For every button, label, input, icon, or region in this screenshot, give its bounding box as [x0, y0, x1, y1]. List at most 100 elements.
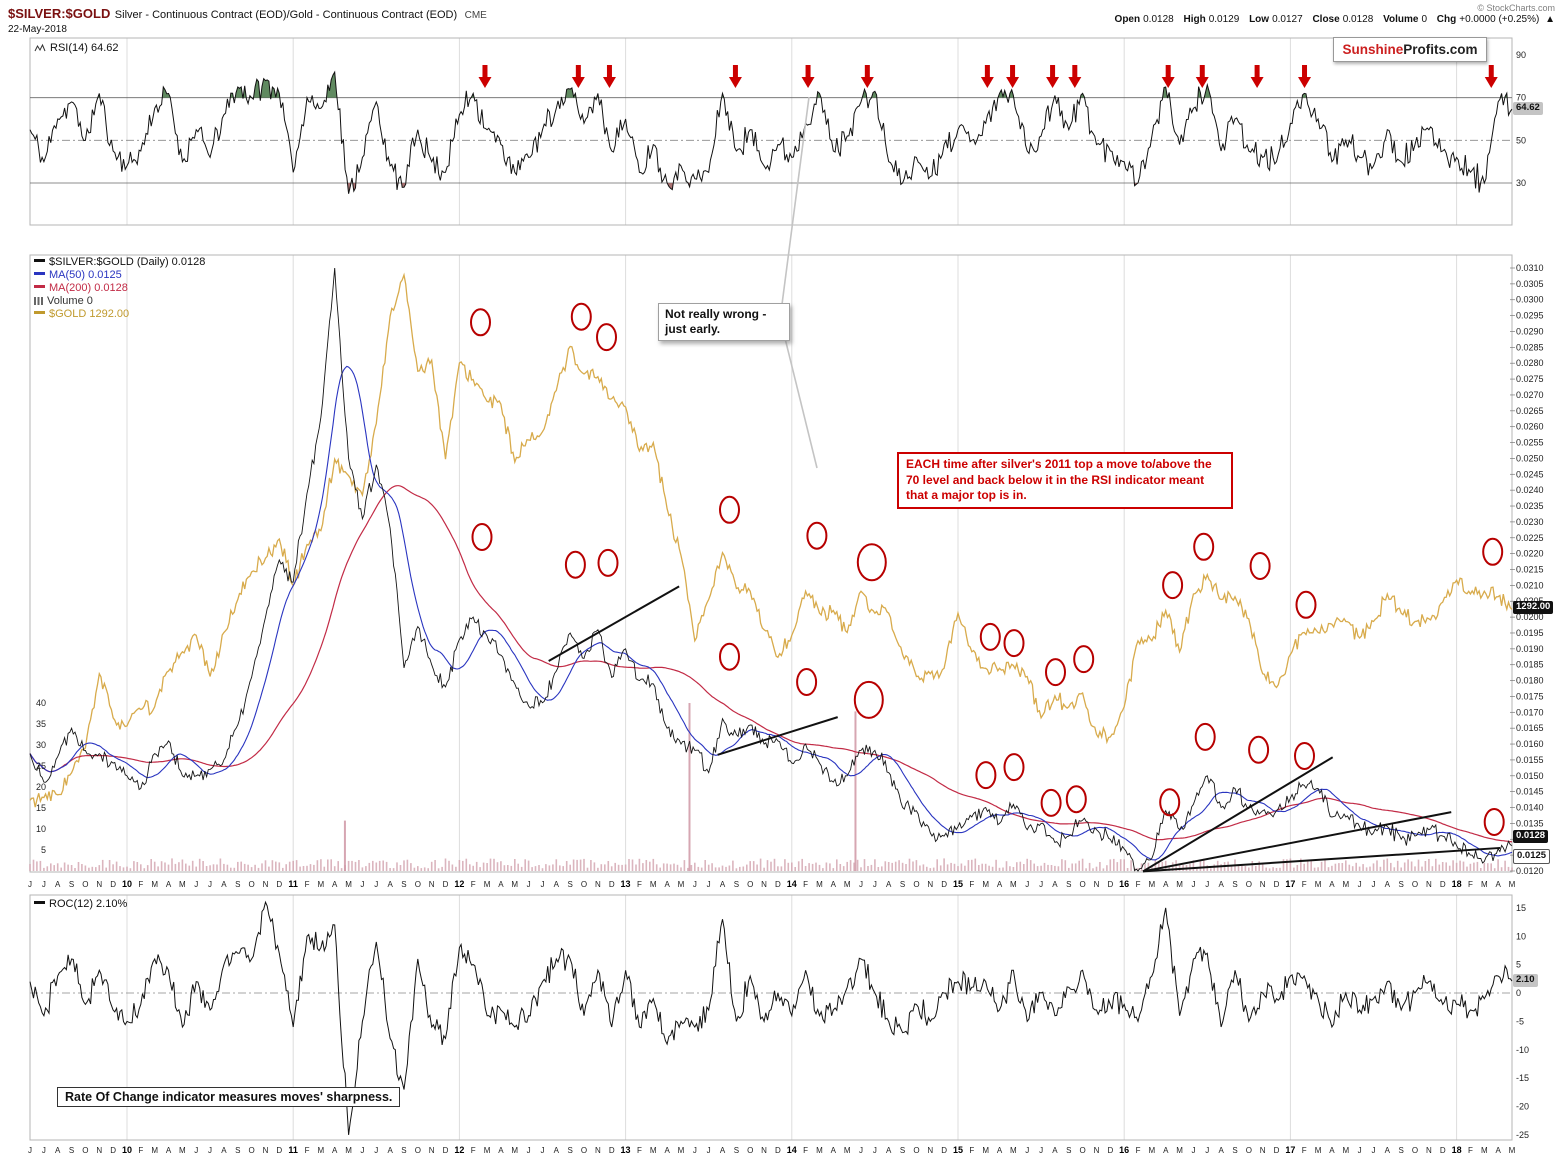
volume-bar	[1396, 860, 1399, 871]
trend-line	[1142, 846, 1501, 873]
axis-tick-label: F	[1302, 880, 1307, 889]
top-circle-annotation	[1162, 571, 1184, 600]
volume-bar	[313, 864, 315, 871]
axis-tick-label: N	[1094, 880, 1100, 889]
volume-bar	[1043, 862, 1046, 871]
top-circle-annotation	[719, 495, 740, 524]
volume-bar	[704, 860, 706, 871]
volume-bar	[628, 859, 630, 871]
axis-tick-label: A	[554, 880, 560, 889]
axis-tick-label: A	[664, 880, 670, 889]
volume-bar	[237, 861, 239, 871]
volume-bar	[777, 866, 779, 871]
axis-tick-label: 40	[36, 698, 46, 708]
volume-bar	[254, 864, 256, 871]
trend-line	[1142, 756, 1334, 873]
axis-tick-label: A	[886, 1146, 892, 1155]
axis-tick-label: -10	[1516, 1045, 1529, 1055]
axis-tick-label: N	[1094, 1146, 1100, 1155]
volume-bar	[1272, 867, 1274, 871]
axis-tick-label: A	[1495, 880, 1501, 889]
volume-bar	[815, 862, 817, 871]
axis-tick-label: F	[803, 880, 808, 889]
axis-tick-label: J	[540, 880, 544, 889]
volume-bar	[839, 864, 842, 871]
top-circle-annotation	[1040, 788, 1062, 817]
volume-bar	[991, 866, 994, 871]
axis-tick-label: A	[332, 880, 338, 889]
volume-bar	[624, 864, 627, 871]
chart-header: $SILVER:$GOLD Silver - Continuous Contra…	[8, 5, 487, 35]
axis-tick-label: A	[1218, 880, 1224, 889]
volume-bar	[635, 864, 637, 871]
volume-bar	[1313, 867, 1316, 871]
volume-bar	[721, 865, 724, 871]
stockcharts-copyright: © StockCharts.com	[1477, 3, 1555, 13]
volume-bar	[1109, 859, 1112, 871]
axis-tick-label: 0.0285	[1516, 342, 1544, 352]
annotation-note-each-time: EACH time after silver's 2011 top a move…	[897, 452, 1233, 509]
volume-bar	[1348, 864, 1351, 871]
volume-bar	[1369, 866, 1371, 871]
volume-bar	[863, 859, 866, 871]
volume-bar	[1061, 859, 1063, 871]
axis-tick-label: O	[1080, 1146, 1086, 1155]
volume-bar	[469, 864, 471, 871]
callout-line	[780, 96, 810, 313]
volume-bar	[1500, 867, 1503, 871]
volume-bar	[396, 862, 398, 871]
volume-bar	[174, 863, 177, 871]
rsi-overbought-fill	[97, 72, 1508, 98]
legend-ratio: $SILVER:$GOLD (Daily) 0.0128	[34, 256, 205, 268]
axis-tick-label: J	[693, 880, 697, 889]
axis-tick-label: 0.0240	[1516, 485, 1544, 495]
chg-value: +0.0000 (+0.25%)	[1459, 14, 1540, 25]
axis-tick-label: F	[637, 880, 642, 889]
volume-bar	[943, 858, 945, 871]
volume-bar	[1248, 867, 1250, 871]
volume-bar	[649, 861, 651, 871]
rsi-sell-arrow-icon	[1298, 65, 1312, 88]
axis-tick-label: D	[941, 880, 947, 889]
volume-bar	[340, 868, 343, 871]
volume-bar	[1241, 865, 1243, 871]
axis-tick-label: 30	[36, 740, 46, 750]
volume-bar	[832, 868, 835, 871]
volume-bar	[1203, 858, 1205, 871]
volume-bar	[1019, 861, 1022, 871]
volume-bar	[1462, 861, 1465, 871]
volume-bar	[898, 860, 900, 871]
volume-bar	[766, 860, 769, 871]
volume-bar	[700, 867, 703, 871]
volume-bar	[129, 868, 132, 871]
volume-bar	[195, 866, 197, 871]
close-label: Close	[1312, 14, 1340, 25]
volume-bar	[181, 859, 184, 871]
volume-bar	[108, 860, 111, 871]
axis-tick-label: 0.0175	[1516, 691, 1544, 701]
volume-bar	[1379, 866, 1382, 871]
axis-tick-label: M	[982, 1146, 989, 1155]
axis-tick-label: J	[28, 1146, 32, 1155]
axis-tick-label: 0.0220	[1516, 549, 1544, 559]
volume-bar	[998, 867, 1001, 871]
volume-bar	[392, 868, 395, 871]
rsi-sell-arrow-icon	[1484, 65, 1498, 88]
volume-bar	[1317, 867, 1319, 871]
axis-tick-label: O	[415, 880, 421, 889]
axis-tick-label: 5	[1516, 960, 1521, 970]
axis-tick-label: M	[844, 880, 851, 889]
volume-bar	[119, 866, 121, 871]
axis-tick-label: F	[1136, 880, 1141, 889]
volume-bar	[1459, 860, 1461, 871]
top-circle-annotation	[1003, 629, 1025, 658]
axis-tick-label: 0.0250	[1516, 453, 1544, 463]
volume-bar	[919, 865, 921, 871]
axis-tick-label: O	[82, 880, 88, 889]
axis-tick-label: M	[650, 1146, 657, 1155]
volume-bar	[292, 860, 294, 871]
volume-bar	[1386, 858, 1389, 871]
annotation-note-roc: Rate Of Change indicator measures moves'…	[57, 1087, 401, 1107]
rsi-legend-icon	[34, 43, 47, 55]
volume-bar	[230, 867, 232, 871]
